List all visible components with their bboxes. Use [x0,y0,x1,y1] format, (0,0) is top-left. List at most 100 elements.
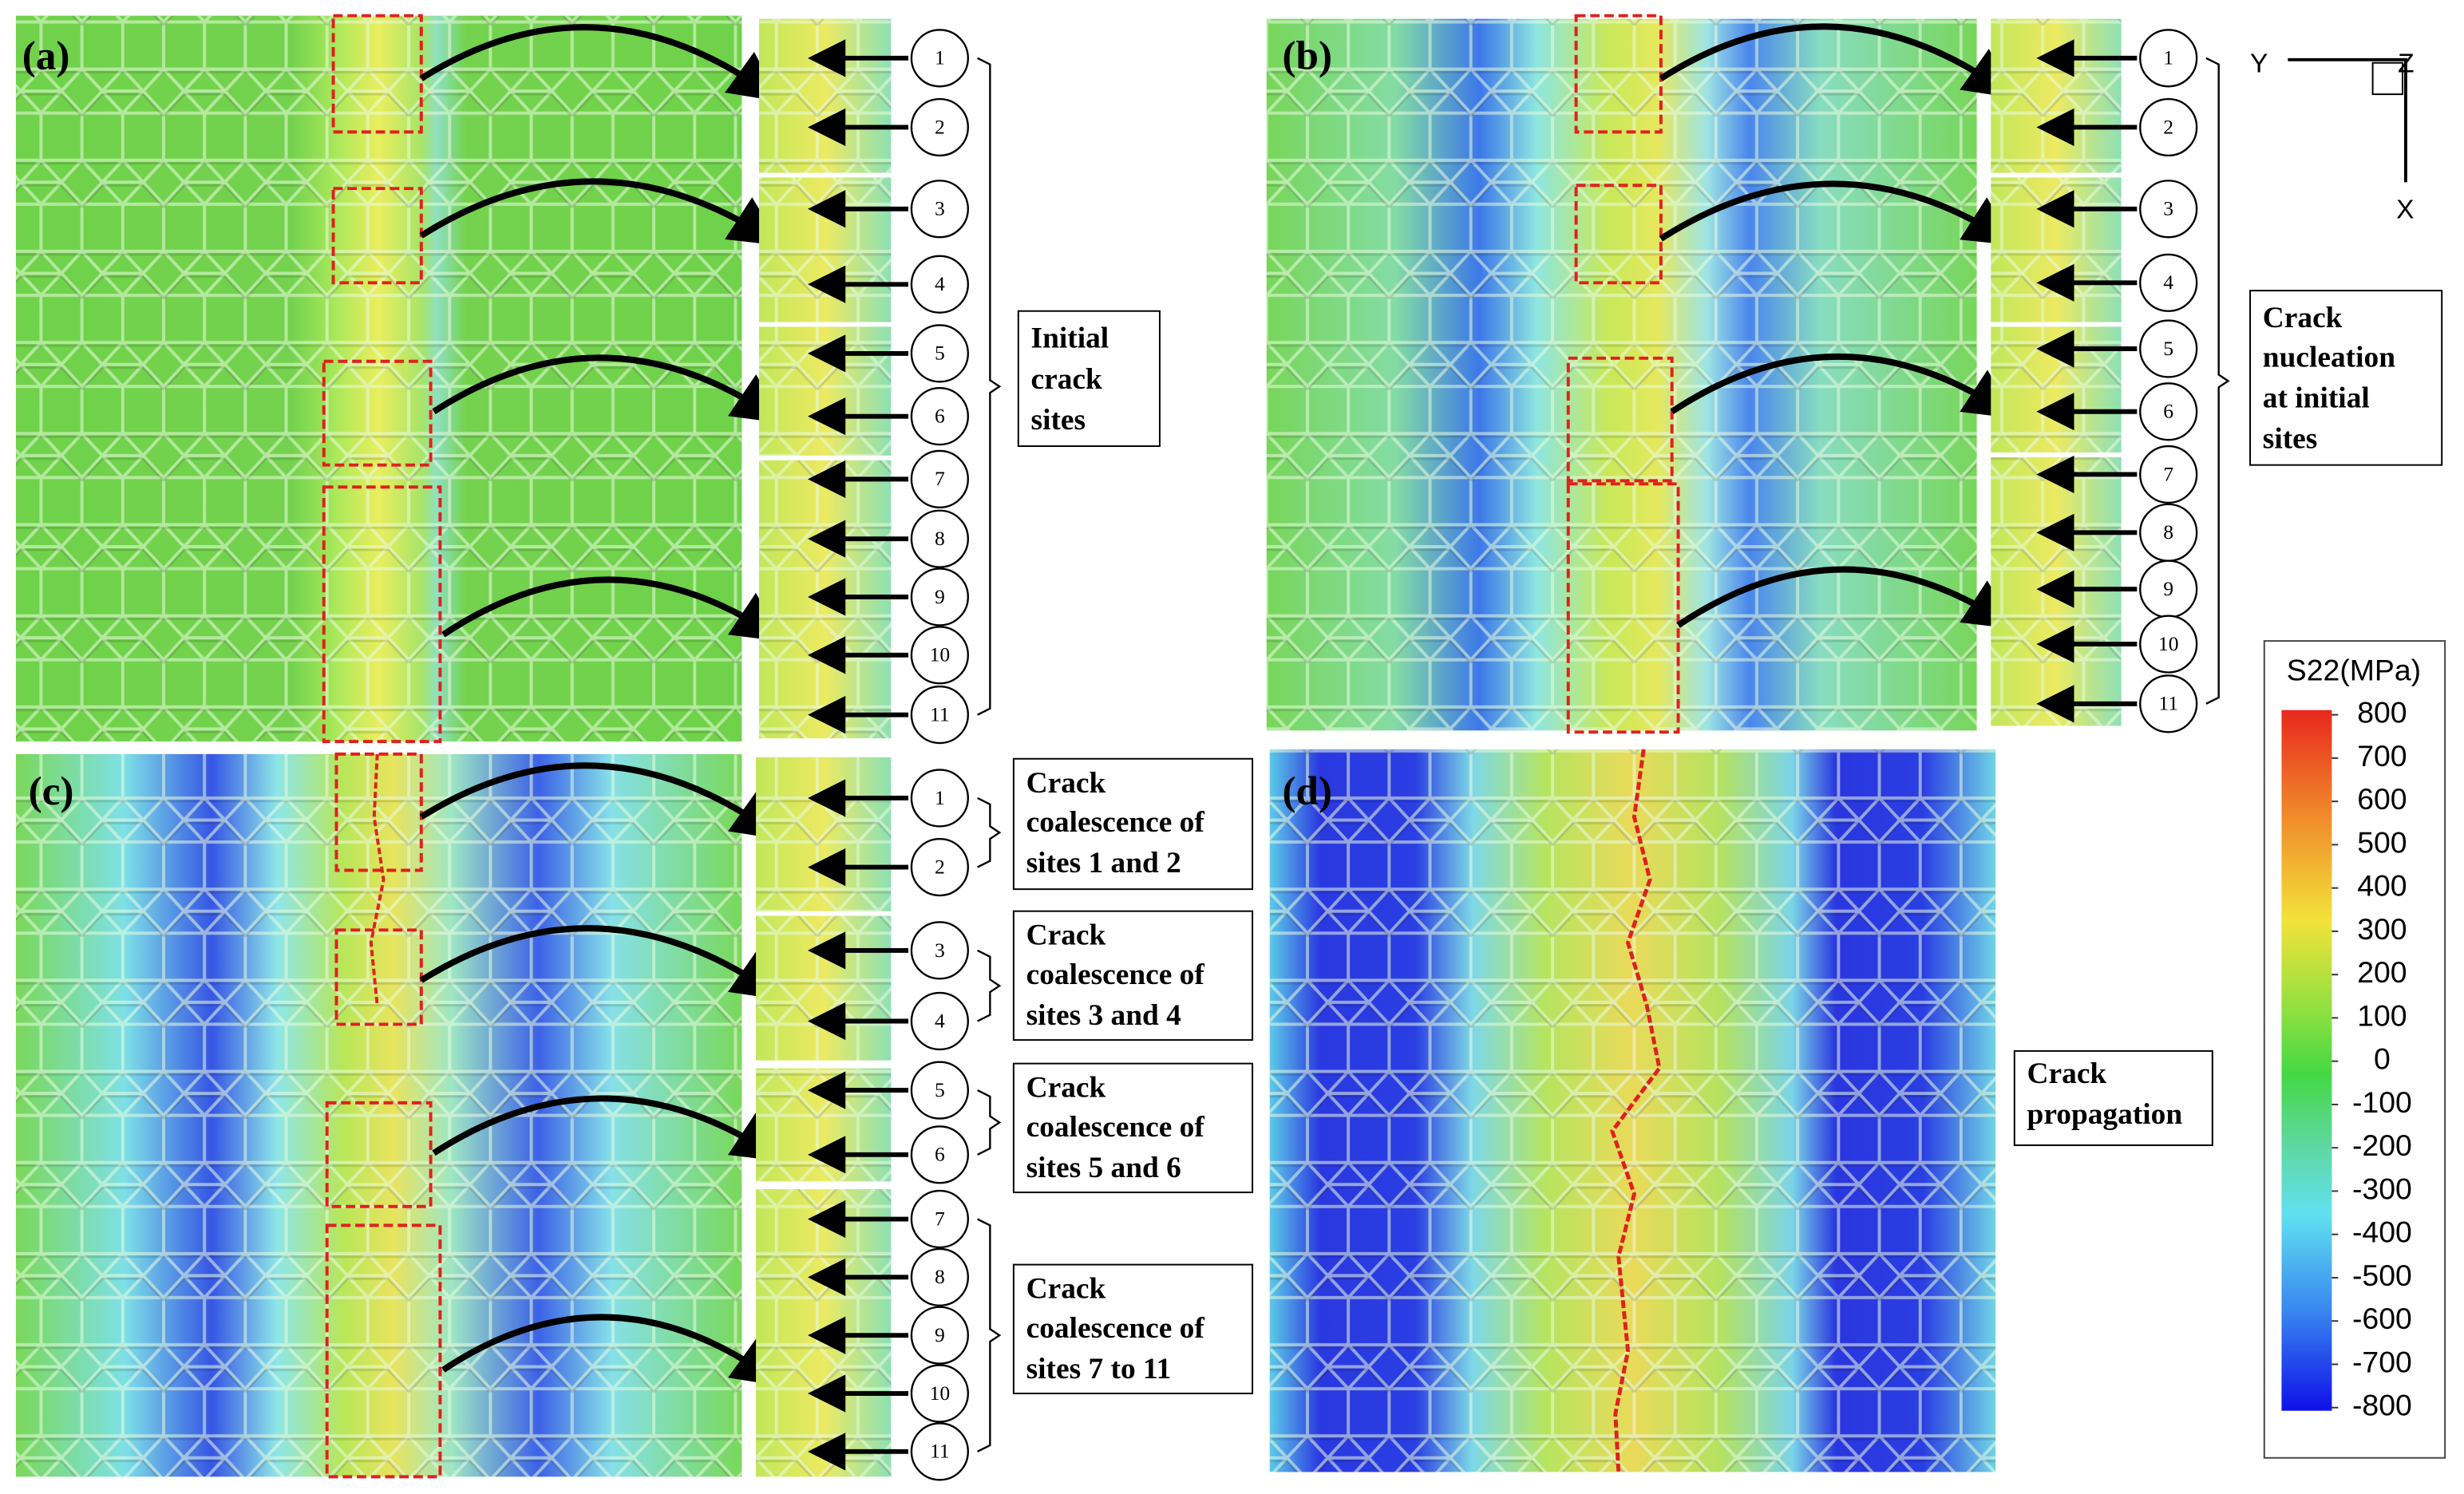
colorbar-tick-label: -200 [2352,1128,2412,1162]
crack-path [369,753,386,1006]
marker-number: 7 [935,467,945,490]
colorbar-tick-label: 700 [2357,739,2407,773]
marker-circle [910,180,969,239]
marker-circle [910,1364,969,1423]
colorbar-tick-label: -800 [2352,1389,2412,1422]
site-box [325,1101,433,1208]
note-text: nucleation [2263,341,2395,374]
note-text: sites [1031,404,1086,437]
colorbar-tick-label: 600 [2357,782,2407,816]
note-box [1012,757,1254,891]
zoom-arrow [1676,566,2016,630]
zoom-arrow [1659,180,2016,246]
note-text: at initial [2263,382,2370,415]
zoom-arrow [441,1314,784,1387]
colorbar-tick-label: 400 [2357,869,2407,903]
colorbar-tick-label: -300 [2352,1172,2412,1205]
marker-circle [2139,319,2198,378]
note-text: Crack [2263,302,2343,334]
marker-circle [910,324,969,383]
colorbar-tick-label: -700 [2352,1345,2412,1378]
axis-label: Z [2398,49,2414,79]
marker-number: 3 [2163,197,2173,220]
zoom-arrow [419,925,784,1001]
colorbar-tick-label: 500 [2357,825,2407,859]
note-box [2013,1049,2213,1146]
note-text: Initial [1031,322,1109,355]
site-box [334,752,423,872]
axis-label: Y [2250,49,2268,79]
note-box [2249,290,2443,466]
marker-number: 9 [2163,577,2173,600]
marker-number: 1 [2163,46,2173,69]
marker-number: 3 [935,197,945,220]
marker-number: 1 [935,786,945,809]
site-box [322,359,433,467]
marker-number: 6 [2163,400,2173,423]
marker-circle [910,1061,969,1120]
marker-circle [910,769,969,828]
note-text: sites 1 and 2 [1026,847,1181,879]
inset-grains [756,757,892,911]
note-box [1017,310,1161,448]
marker-number: 7 [2163,462,2173,485]
note-box [1012,910,1254,1041]
colorbar: S22(MPa) [2263,640,2446,1459]
grain-overlay [1269,749,1996,1472]
marker-circle [910,567,969,626]
marker-number: 2 [935,115,945,138]
marker-number: 9 [935,585,945,608]
marker-circle [2139,615,2198,674]
note-text: coalescence of [1026,806,1205,839]
note-box [1012,1062,1254,1194]
note-text: coalescence of [1026,958,1205,991]
marker-number: 2 [935,855,945,878]
marker-number: 8 [935,527,945,550]
bracket [977,57,1002,716]
note-text: sites 3 and 4 [1026,999,1181,1032]
marker-circle [910,387,969,446]
axis-corner [2371,61,2403,96]
colorbar-tick-label: 200 [2357,955,2407,989]
inset-grains [1991,177,2122,322]
marker-circle [910,686,969,745]
grain-overlay [1266,18,1977,731]
marker-number: 5 [935,342,945,365]
inset-grains [756,1068,892,1182]
marker-circle [910,1247,969,1306]
marker-circle [2139,253,2198,312]
zoom-arrow [1670,353,2016,419]
panel-label: (c) [29,769,74,814]
marker-number: 8 [935,1265,945,1288]
inset-grains [756,915,892,1061]
zoom-arrow [432,1095,784,1162]
bracket [977,1218,1002,1452]
marker-number: 10 [2158,632,2179,655]
marker-circle [2139,382,2198,441]
marker-circle [2139,97,2198,157]
marker-number: 4 [935,272,945,295]
marker-circle [910,837,969,897]
zoom-arrow [419,762,784,840]
colorbar-tick-label: 0 [2374,1042,2391,1076]
note-text: Crack [2027,1057,2107,1090]
marker-circle [2139,180,2198,239]
bracket [2205,57,2230,705]
colorbar-tick-label: -400 [2352,1215,2412,1249]
marker-number: 10 [930,1381,951,1405]
inset-grains [758,18,892,173]
marker-number: 7 [935,1207,945,1230]
marker-number: 10 [930,643,951,666]
marker-circle [910,626,969,685]
marker-circle [910,509,969,568]
panel-fields [15,15,1996,1477]
marker-circle [910,97,969,157]
colorbar-tick-label: 800 [2357,696,2407,729]
colorbar-gradient [2281,709,2332,1411]
bracket [977,949,1002,1022]
site-box [322,485,442,744]
site-box [1574,14,1663,134]
panel-label: (b) [1282,34,1332,79]
marker-number: 11 [2158,692,2178,715]
